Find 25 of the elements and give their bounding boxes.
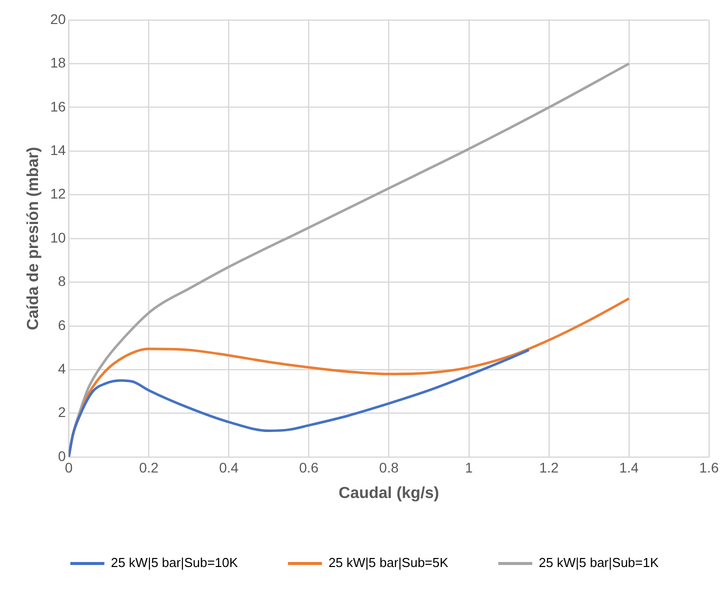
y-tick-label: 8 <box>58 273 66 290</box>
x-tick-label: 1.6 <box>699 459 719 476</box>
y-tick-label: 4 <box>58 360 66 376</box>
x-tick-label: 1.4 <box>619 459 639 476</box>
x-tick-label: 1.2 <box>539 459 559 476</box>
legend-label: 25 kW|5 bar|Sub=10K <box>110 555 238 570</box>
y-tick-label: 20 <box>50 10 66 27</box>
x-tick-label: 1 <box>465 459 474 476</box>
x-tick-label: 0.4 <box>219 459 239 476</box>
y-tick-label: 16 <box>50 98 66 114</box>
legend-label: 25 kW|5 bar|Sub=1K <box>538 555 659 570</box>
x-axis-title: Caudal (kg/s) <box>338 484 440 502</box>
y-tick-label: 2 <box>58 404 66 420</box>
y-axis-title: Caída de presión (mbar) <box>25 146 42 330</box>
x-tick-label: 0.8 <box>379 459 399 476</box>
x-tick-label: 0.2 <box>139 459 159 476</box>
line-series <box>68 348 530 457</box>
y-tick-label: 12 <box>50 186 66 202</box>
y-tick-label: 0 <box>58 448 66 464</box>
y-tick-label: 18 <box>50 54 66 71</box>
x-tick-label: 0.6 <box>299 459 319 476</box>
y-tick-label: 6 <box>58 316 66 333</box>
y-tick-label: 14 <box>50 142 66 158</box>
y-tick-label: 10 <box>50 229 66 246</box>
legend-label: 25 kW|5 bar|Sub=5K <box>328 555 449 570</box>
